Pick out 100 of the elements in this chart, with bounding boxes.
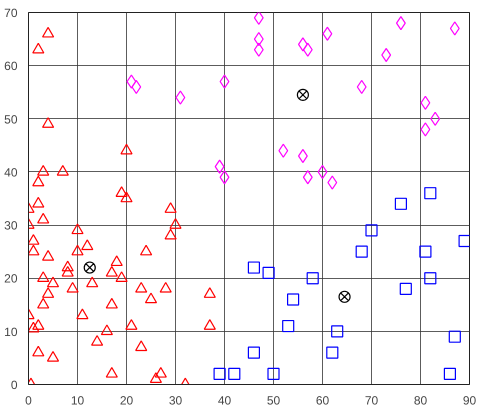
point	[396, 16, 406, 30]
point	[365, 224, 378, 236]
x-tick-label: 10	[70, 394, 84, 407]
point	[32, 196, 44, 208]
point	[110, 255, 123, 266]
point	[204, 287, 216, 298]
point	[381, 48, 392, 62]
point	[287, 293, 300, 306]
point	[66, 282, 79, 293]
point	[62, 266, 74, 277]
x-tick-label: 20	[120, 394, 134, 407]
point	[42, 250, 54, 261]
point	[169, 218, 182, 229]
point	[32, 346, 44, 356]
point	[37, 271, 50, 282]
point	[302, 170, 313, 184]
point	[282, 320, 294, 332]
point	[84, 262, 96, 274]
point	[125, 319, 138, 330]
x-tick-label: 30	[168, 394, 182, 407]
point	[254, 42, 264, 57]
point	[71, 223, 84, 234]
point	[126, 74, 136, 89]
point	[424, 187, 436, 200]
point	[131, 80, 142, 94]
point	[327, 175, 338, 190]
point	[306, 272, 319, 284]
point	[46, 276, 60, 288]
point	[32, 319, 44, 330]
point	[62, 260, 74, 272]
point	[106, 298, 118, 309]
point	[135, 282, 148, 293]
point	[106, 266, 118, 277]
point	[420, 122, 430, 137]
point	[298, 148, 308, 164]
point	[28, 322, 40, 332]
x-tick-label: 60	[316, 394, 330, 407]
point	[420, 96, 430, 110]
point	[28, 234, 40, 245]
point	[296, 88, 309, 101]
point	[356, 246, 368, 258]
point	[400, 282, 412, 295]
point	[144, 292, 158, 304]
point	[419, 246, 432, 258]
x-tick-label: 50	[266, 394, 280, 407]
point	[164, 228, 177, 240]
point	[106, 366, 118, 378]
point	[322, 26, 332, 41]
point	[430, 112, 440, 126]
point	[71, 244, 84, 256]
point	[28, 244, 40, 256]
x-tick-label: 80	[414, 394, 428, 407]
x-tick-label: 70	[364, 394, 378, 407]
point	[135, 340, 148, 352]
point	[248, 261, 260, 274]
point	[42, 287, 54, 298]
point	[204, 319, 216, 330]
point	[37, 298, 50, 309]
y-tick-label: 70	[4, 6, 18, 20]
point	[140, 244, 152, 256]
x-tick-label: 40	[218, 394, 232, 407]
x-tick-label: 0	[25, 394, 32, 407]
point	[37, 164, 50, 176]
point	[160, 282, 172, 293]
point	[302, 42, 313, 57]
point	[37, 212, 50, 224]
point	[394, 198, 407, 210]
point	[254, 12, 264, 25]
point	[91, 335, 104, 346]
point	[338, 290, 351, 303]
point	[298, 37, 308, 52]
point	[254, 32, 264, 46]
point	[175, 90, 186, 105]
point	[120, 144, 133, 154]
point	[116, 271, 128, 282]
point	[86, 276, 98, 288]
y-tick-label: 0	[10, 378, 18, 392]
point	[32, 176, 44, 186]
point	[81, 239, 94, 250]
point	[120, 192, 133, 202]
point	[278, 144, 288, 158]
x-tick-label: 90	[462, 394, 476, 407]
y-tick-label: 60	[4, 59, 18, 74]
y-tick-label: 10	[4, 324, 18, 339]
y-tick-label: 30	[4, 218, 18, 233]
y-tick-label: 20	[4, 272, 18, 286]
point	[214, 160, 225, 174]
point	[76, 308, 88, 320]
point	[424, 272, 436, 284]
point	[150, 372, 162, 383]
point	[331, 325, 344, 338]
point	[450, 21, 460, 36]
point	[164, 202, 177, 213]
y-tick-label: 40	[4, 165, 18, 180]
point	[458, 234, 470, 248]
point	[356, 80, 367, 94]
y-tick-label: 50	[4, 112, 18, 126]
point	[154, 366, 167, 378]
point	[116, 186, 128, 197]
point	[100, 324, 113, 336]
